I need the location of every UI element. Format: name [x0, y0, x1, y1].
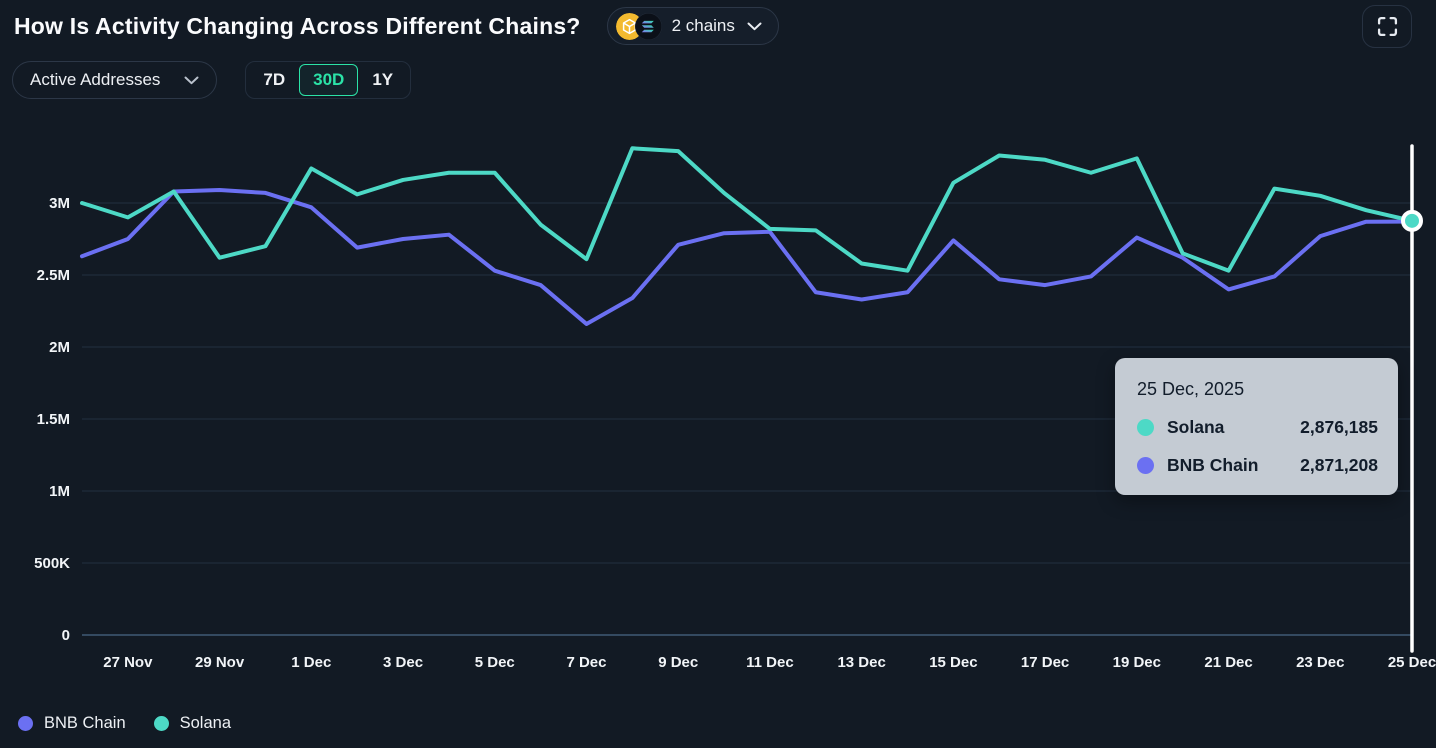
tooltip-series-name: BNB Chain: [1167, 454, 1259, 475]
page-title: How Is Activity Changing Across Differen…: [14, 12, 581, 39]
tooltip-series-value: 2,871,208: [1300, 454, 1378, 475]
metric-dropdown[interactable]: Active Addresses: [12, 61, 218, 99]
x-axis-label: 11 Dec: [746, 654, 794, 671]
x-axis-label: 25 Dec: [1388, 654, 1436, 671]
chart-tooltip: 25 Dec, 2025 Solana 2,876,185 BNB Chain …: [1115, 358, 1398, 495]
series-line-bnb-chain: [80, 188, 1414, 326]
fullscreen-button[interactable]: [1362, 5, 1412, 48]
solana-icon: [634, 12, 662, 40]
tooltip-date: 25 Dec, 2025: [1137, 379, 1245, 399]
bnb-chain-dot-icon: [18, 716, 33, 731]
time-range-selector: 7D 30D 1Y: [245, 61, 412, 99]
y-axis-label: 500K: [34, 555, 70, 572]
x-axis-label: 19 Dec: [1113, 654, 1161, 671]
chart-controls: Active Addresses 7D 30D 1Y: [12, 61, 412, 99]
legend-label: BNB Chain: [44, 714, 126, 732]
tab-30d[interactable]: 30D: [299, 63, 359, 97]
legend-item-bnb-chain[interactable]: BNB Chain: [18, 714, 126, 733]
x-axis-label: 17 Dec: [1021, 654, 1069, 671]
chevron-down-icon: [747, 22, 762, 30]
x-axis-label: 21 Dec: [1204, 654, 1252, 671]
y-axis-label: 2.5M: [37, 267, 70, 284]
legend: BNB Chain Solana: [18, 714, 231, 733]
bnb-chain-dot-icon: [1137, 456, 1154, 474]
chains-selector-label: 2 chains: [671, 16, 735, 35]
tooltip-row-bnb-chain: BNB Chain 2,871,208: [1137, 451, 1378, 479]
header: How Is Activity Changing Across Differen…: [0, 0, 1436, 52]
x-axis-label: 27 Nov: [103, 654, 153, 671]
series-line-solana: [80, 146, 1414, 273]
x-axis-label: 1 Dec: [291, 654, 331, 671]
x-axis-label: 5 Dec: [475, 654, 515, 671]
x-axis-label: 9 Dec: [658, 654, 698, 671]
fullscreen-expand-icon: [1377, 16, 1397, 37]
tooltip-series-name: Solana: [1167, 416, 1225, 437]
x-axis-label: 3 Dec: [383, 654, 423, 671]
tooltip-series-value: 2,876,185: [1300, 416, 1378, 437]
solana-dot-icon: [153, 716, 169, 731]
x-axis-label: 13 Dec: [837, 654, 885, 671]
chevron-down-icon: [184, 76, 199, 84]
x-axis-label: 7 Dec: [566, 654, 606, 671]
y-axis-label: 2M: [49, 339, 70, 356]
y-axis-label: 3M: [49, 195, 70, 212]
x-axis-label: 29 Nov: [195, 654, 245, 671]
tooltip-row-solana: Solana 2,876,185: [1137, 413, 1378, 441]
x-axis-label: 23 Dec: [1296, 654, 1344, 671]
y-axis-label: 1M: [49, 483, 70, 500]
tab-7d[interactable]: 7D: [249, 64, 299, 96]
y-axis-label: 1.5M: [37, 411, 70, 428]
chain-coin-group: [615, 12, 662, 40]
highlight-point-dot: [1401, 209, 1423, 232]
legend-item-solana[interactable]: Solana: [153, 714, 232, 733]
x-axis-label: 15 Dec: [929, 654, 977, 671]
y-axis-label: 0: [62, 627, 70, 644]
solana-dot-icon: [1137, 418, 1154, 436]
tab-1y[interactable]: 1Y: [358, 64, 407, 96]
chains-selector-button[interactable]: 2 chains: [606, 7, 779, 45]
metric-dropdown-value: Active Addresses: [30, 70, 161, 89]
legend-label: Solana: [179, 714, 232, 732]
